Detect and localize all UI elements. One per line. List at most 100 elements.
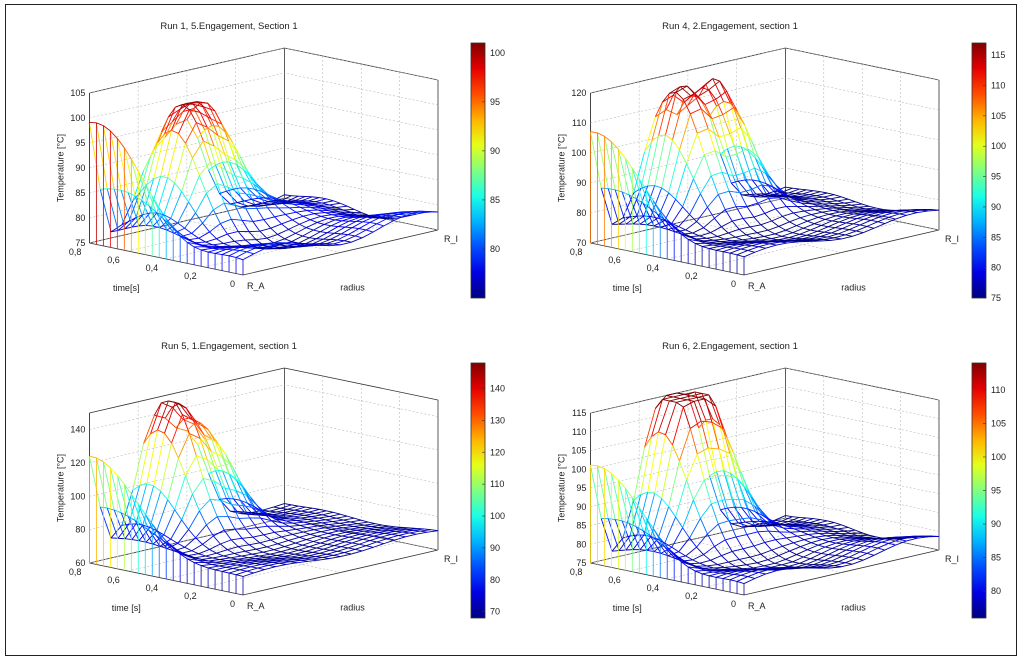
mesh-segment — [640, 436, 652, 495]
mesh-segment — [771, 549, 779, 556]
mesh-segment — [208, 164, 216, 171]
mesh-segment — [338, 530, 346, 533]
mesh-segment — [899, 539, 907, 542]
mesh-segment — [219, 498, 227, 500]
mesh-segment — [841, 235, 853, 240]
mesh-segment — [622, 535, 631, 539]
mesh-segment — [230, 539, 239, 547]
mesh-segment — [376, 217, 388, 225]
mesh-segment — [239, 569, 247, 572]
mesh-segment — [617, 479, 626, 489]
mesh-segment — [277, 540, 289, 545]
mesh-segment — [856, 230, 864, 234]
mesh-segment — [693, 154, 705, 179]
mesh-segment — [181, 191, 189, 203]
mesh-segment — [642, 203, 655, 227]
mesh-segment — [258, 513, 266, 516]
mesh-segment — [823, 237, 835, 241]
mesh-segment — [892, 212, 900, 215]
mesh-segment — [687, 238, 696, 244]
mesh-segment — [781, 516, 793, 522]
mesh-segment — [765, 172, 773, 187]
mesh-segment — [235, 159, 247, 171]
mesh-segment — [654, 185, 662, 189]
mesh-segment — [327, 540, 339, 545]
radius-tick-label: R_I — [945, 554, 959, 564]
mesh-segment — [631, 497, 644, 531]
mesh-segment — [674, 231, 683, 235]
time-tick-label: 0,4 — [647, 263, 660, 273]
mesh-segment — [800, 531, 809, 535]
mesh-segment — [813, 559, 825, 565]
mesh-segment — [317, 525, 325, 529]
mesh-segment — [760, 224, 769, 231]
mesh-segment — [721, 172, 730, 192]
mesh-segment — [243, 565, 251, 568]
mesh-segment — [722, 107, 734, 116]
mesh-segment — [751, 571, 759, 573]
mesh-segment — [235, 490, 244, 506]
mesh-segment — [163, 182, 176, 215]
mesh-segment — [768, 530, 776, 540]
mesh-segment — [272, 516, 280, 520]
mesh-segment — [884, 544, 896, 551]
mesh-segment — [763, 565, 772, 568]
mesh-segment — [305, 547, 317, 552]
mesh-segment — [388, 530, 396, 532]
mesh-segment — [701, 245, 710, 250]
mesh-segment — [753, 236, 765, 239]
mesh-segment — [276, 552, 288, 556]
mesh-segment — [254, 188, 266, 199]
mesh-segment — [339, 521, 351, 524]
mesh-segment — [259, 539, 271, 544]
mesh-segment — [311, 557, 323, 560]
mesh-segment — [301, 551, 313, 556]
mesh-segment — [237, 558, 245, 561]
mesh-segment — [270, 536, 282, 541]
mesh-segment — [826, 528, 834, 532]
time-tick-label: 0,4 — [146, 263, 159, 273]
mesh-segment — [711, 114, 723, 120]
mesh-segment — [758, 243, 770, 248]
mesh-segment — [121, 523, 129, 526]
mesh-segment — [299, 523, 311, 526]
mesh-segment — [720, 507, 728, 511]
mesh-segment — [730, 473, 742, 508]
mesh-segment — [720, 241, 728, 243]
chart-title: Run 4, 2.Engagement, section 1 — [662, 21, 798, 32]
mesh-segment — [758, 157, 766, 174]
mesh-segment — [827, 233, 839, 238]
mesh-segment — [302, 544, 310, 548]
mesh-segment — [816, 236, 828, 240]
mesh-segment — [278, 525, 286, 532]
mesh-segment — [679, 460, 687, 481]
mesh-segment — [830, 566, 842, 569]
mesh-segment — [203, 106, 215, 112]
mesh-segment — [830, 524, 842, 528]
mesh-segment — [211, 438, 219, 445]
mesh-segment — [197, 138, 209, 171]
mesh-segment — [164, 106, 176, 134]
mesh-segment — [309, 237, 317, 240]
mesh-segment — [273, 199, 281, 202]
mesh-segment — [280, 548, 292, 553]
mesh-segment — [762, 242, 770, 245]
mesh-segment — [369, 536, 381, 541]
mesh-segment — [416, 212, 425, 215]
mesh-segment — [709, 241, 717, 244]
mesh-segment — [314, 205, 322, 209]
mesh-segment — [743, 251, 756, 258]
mesh-segment — [192, 103, 201, 113]
mesh-segment — [260, 517, 272, 522]
mesh-segment — [139, 483, 147, 486]
mesh-segment — [168, 400, 176, 403]
mesh-segment — [676, 91, 684, 100]
mesh-segment — [288, 229, 296, 234]
mesh-segment — [231, 218, 243, 221]
mesh-segment — [774, 558, 786, 564]
mesh-segment — [747, 246, 759, 251]
mesh-segment — [270, 539, 278, 545]
mesh-segment — [704, 398, 717, 407]
mesh-segment — [705, 570, 714, 573]
mesh-segment — [292, 215, 304, 221]
